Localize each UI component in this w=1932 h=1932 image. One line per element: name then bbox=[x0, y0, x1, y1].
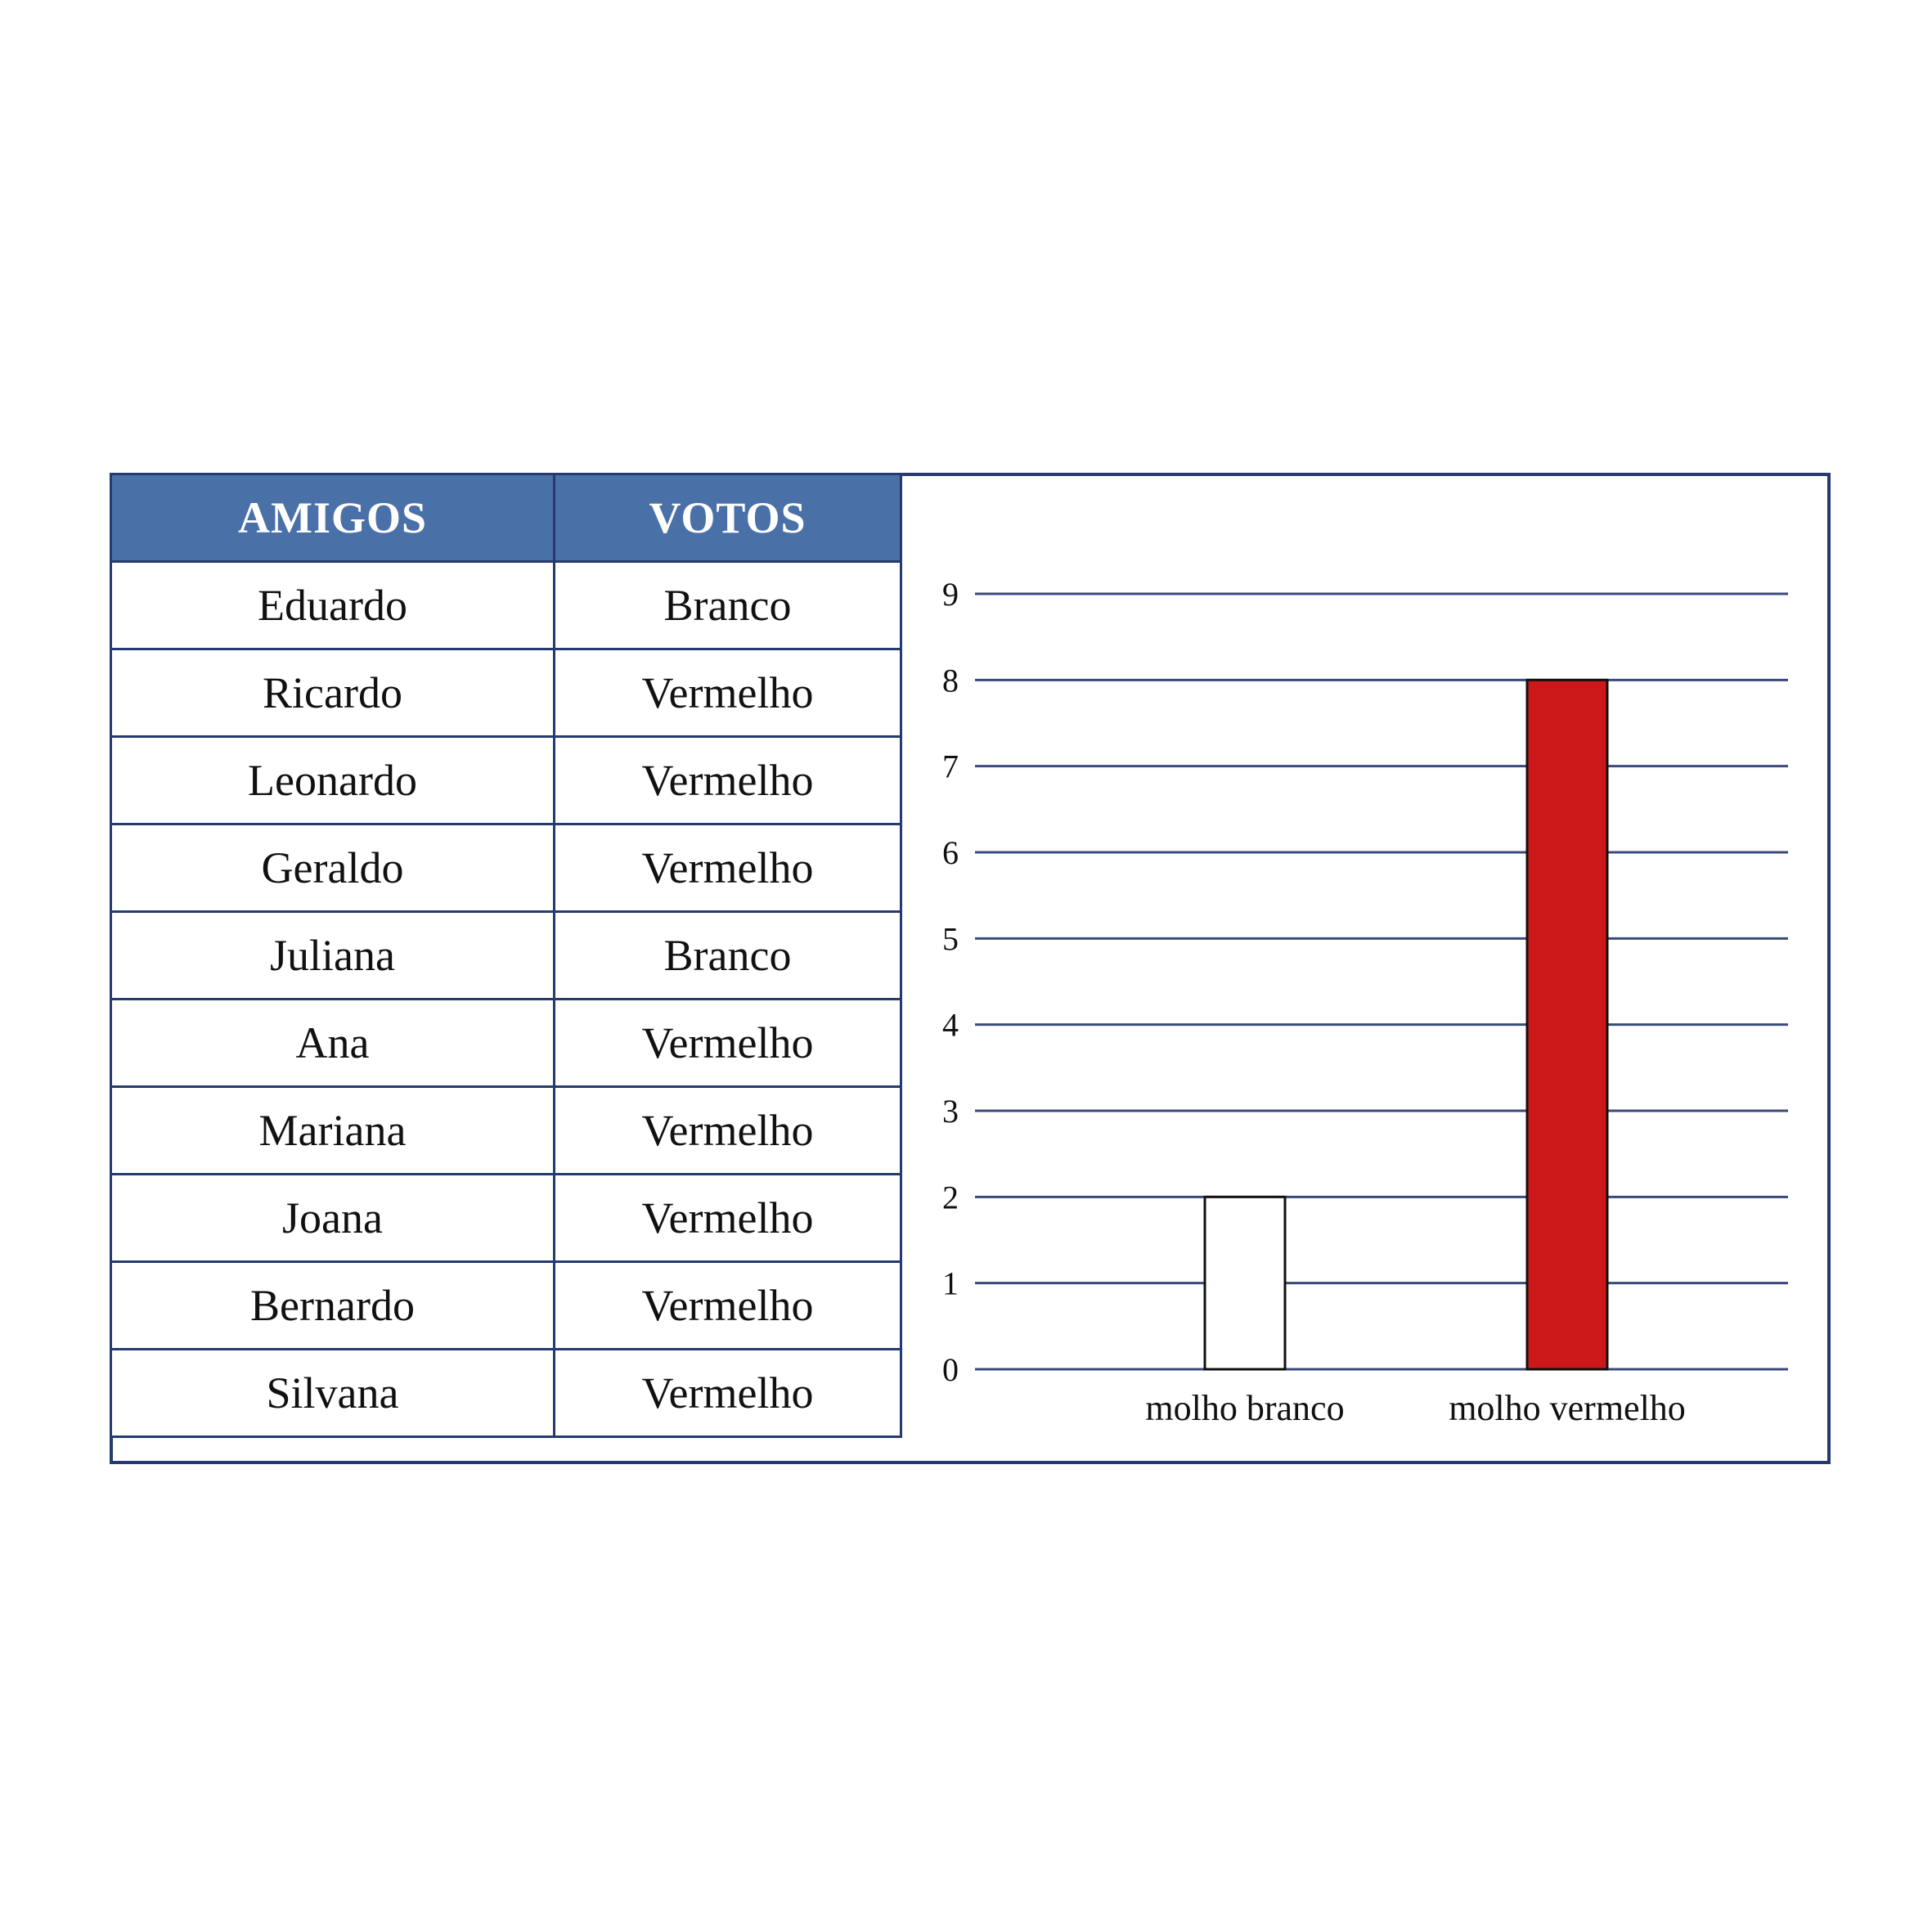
friend-name: Bernardo bbox=[110, 1260, 555, 1350]
y-tick-label: 8 bbox=[942, 662, 959, 699]
y-tick-labels: 0 1 2 3 4 5 6 7 8 9 bbox=[942, 576, 959, 1388]
y-tick-label: 9 bbox=[942, 576, 959, 613]
bars bbox=[1203, 678, 1609, 1371]
friend-name: Leonardo bbox=[110, 735, 555, 825]
y-tick-label: 0 bbox=[942, 1351, 959, 1388]
votes-table: AMIGOS VOTOS Eduardo Branco Ricardo Vermel… bbox=[110, 473, 902, 1438]
table-row: Juliana Branco bbox=[110, 910, 902, 1000]
friend-name: Ricardo bbox=[110, 648, 555, 738]
category-labels: molho branco molho vermelho bbox=[1145, 1388, 1685, 1428]
friend-name: Juliana bbox=[110, 910, 555, 1000]
table-row: Ana Vermelho bbox=[110, 998, 902, 1088]
table-row: Ricardo Vermelho bbox=[110, 648, 902, 738]
table-row: Mariana Vermelho bbox=[110, 1085, 902, 1175]
friend-vote: Branco bbox=[553, 560, 902, 650]
table-row: Bernardo Vermelho bbox=[110, 1260, 902, 1350]
bar bbox=[1525, 678, 1609, 1371]
y-tick-label: 4 bbox=[942, 1007, 959, 1044]
y-tick-label: 7 bbox=[942, 748, 959, 785]
table-row: Joana Vermelho bbox=[110, 1173, 902, 1263]
table-row: Geraldo Vermelho bbox=[110, 823, 902, 913]
friend-name: Silvana bbox=[110, 1348, 555, 1438]
table-header-row: AMIGOS VOTOS bbox=[110, 473, 902, 563]
friend-vote: Vermelho bbox=[553, 1085, 902, 1175]
y-tick-label: 2 bbox=[942, 1179, 959, 1215]
friend-vote: Vermelho bbox=[553, 998, 902, 1088]
y-tick-label: 3 bbox=[942, 1093, 959, 1130]
grid-lines bbox=[975, 592, 1788, 1371]
friend-name: Eduardo bbox=[110, 560, 555, 650]
friend-name: Ana bbox=[110, 998, 555, 1088]
header-amigos: AMIGOS bbox=[110, 473, 555, 563]
table-row: Leonardo Vermelho bbox=[110, 735, 902, 825]
table-row: Silvana Vermelho bbox=[110, 1348, 902, 1438]
friend-vote: Branco bbox=[553, 910, 902, 1000]
friend-name: Joana bbox=[110, 1173, 555, 1263]
y-tick-label: 1 bbox=[942, 1265, 959, 1302]
friend-vote: Vermelho bbox=[553, 1348, 902, 1438]
friend-vote: Vermelho bbox=[553, 1260, 902, 1350]
table-row: Eduardo Branco bbox=[110, 560, 902, 650]
y-tick-label: 5 bbox=[942, 920, 959, 957]
friend-vote: Vermelho bbox=[553, 648, 902, 738]
friend-name: Geraldo bbox=[110, 823, 555, 913]
header-votos: VOTOS bbox=[553, 473, 902, 563]
category-label: molho vermelho bbox=[1449, 1388, 1686, 1428]
friend-name: Mariana bbox=[110, 1085, 555, 1175]
bar bbox=[1203, 1195, 1287, 1371]
friend-vote: Vermelho bbox=[553, 735, 902, 825]
friend-vote: Vermelho bbox=[553, 1173, 902, 1263]
friend-vote: Vermelho bbox=[553, 823, 902, 913]
category-label: molho branco bbox=[1145, 1388, 1344, 1428]
y-tick-label: 6 bbox=[942, 834, 959, 871]
